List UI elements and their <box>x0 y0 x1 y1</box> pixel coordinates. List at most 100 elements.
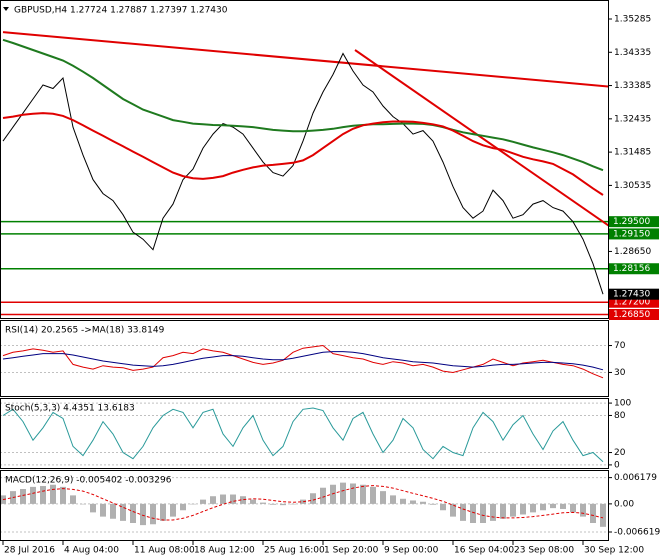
histogram-bar <box>380 491 386 504</box>
y-tick-label: 0 <box>614 460 620 470</box>
y-tick-label: -0.006619 <box>614 528 660 538</box>
trend-line <box>354 49 608 227</box>
histogram-bar <box>560 503 566 509</box>
y-tick-label: 1.32435 <box>614 114 651 124</box>
histogram-bar <box>30 486 36 504</box>
histogram-bar <box>180 503 186 511</box>
y-tick-label: 1.30535 <box>614 181 651 191</box>
histogram-bar <box>390 495 396 504</box>
histogram-bar <box>450 503 456 517</box>
y-tick-label: 1.35285 <box>614 14 651 24</box>
panel-frame <box>0 470 609 541</box>
level-label-box <box>609 308 659 320</box>
histogram-bar <box>250 499 256 504</box>
histogram-bar <box>290 503 296 505</box>
x-tick-label: 4 Aug 04:00 <box>64 546 119 556</box>
panel-frame <box>0 0 609 319</box>
plot-area <box>0 31 608 533</box>
series-line <box>2 38 604 172</box>
histogram-bar <box>220 494 226 504</box>
x-tick-label: 28 Jul 2016 <box>4 546 55 556</box>
histogram-bar <box>570 503 576 513</box>
histogram-bar <box>260 502 266 504</box>
level-label-box <box>609 228 659 240</box>
histogram-bar <box>160 503 166 521</box>
panel-title: MACD(12,26,9) -0.005402 -0.003296 <box>5 476 172 486</box>
histogram-bar <box>550 503 556 509</box>
histogram-bar <box>460 503 466 521</box>
x-tick-label: 11 Aug 08:00 <box>134 546 195 556</box>
level-label: 1.27200 <box>613 298 650 308</box>
y-tick-label: 0.006179 <box>614 473 657 483</box>
histogram-bar <box>400 498 406 504</box>
histogram-bar <box>580 503 586 517</box>
histogram-bar <box>530 503 536 513</box>
histogram-bar <box>120 503 126 521</box>
histogram-bar <box>40 486 46 504</box>
histogram-bar <box>440 503 446 511</box>
x-tick-label: 23 Sep 08:00 <box>514 546 574 556</box>
histogram-bar <box>20 489 26 504</box>
y-tick-label: 20 <box>614 448 626 458</box>
series-line <box>2 407 604 463</box>
histogram-bar <box>360 484 366 504</box>
histogram-bar <box>350 483 356 504</box>
series-line <box>2 351 604 371</box>
histogram-bar <box>410 500 416 504</box>
y-tick-label: 0.00 <box>614 499 634 509</box>
y-tick-label: 1.33385 <box>614 81 651 91</box>
histogram-bar <box>470 503 476 523</box>
x-tick-label: 9 Sep 00:00 <box>384 546 439 556</box>
histogram-bar <box>150 503 156 525</box>
level-label-box <box>609 263 659 275</box>
y-tick-label: 30 <box>614 368 626 378</box>
panel-title: Stoch(5,3,3) 4.4351 13.6183 <box>5 404 135 414</box>
histogram-bar <box>490 503 496 521</box>
histogram-bar <box>50 484 56 504</box>
y-tick-label: 80 <box>614 411 626 421</box>
histogram-bar <box>510 503 516 517</box>
histogram-bar <box>500 503 506 519</box>
histogram-bar <box>0 495 6 504</box>
histogram-bar <box>310 493 316 504</box>
level-label: 1.28156 <box>613 264 650 274</box>
level-label: 1.29500 <box>613 217 650 227</box>
x-tick-label: 30 Sep 12:00 <box>584 546 644 556</box>
last-price-label: 1.27430 <box>613 290 650 300</box>
y-tick-label: 70 <box>614 341 626 351</box>
panel-frame <box>0 398 609 469</box>
y-tick-label: 1.31485 <box>614 148 651 158</box>
y-tick-label: 1.28650 <box>614 247 651 257</box>
series-line <box>2 112 604 196</box>
histogram-bar <box>280 503 286 506</box>
histogram-bar <box>300 499 306 504</box>
dropdown-triangle <box>3 7 9 11</box>
histogram-bar <box>200 499 206 504</box>
series-line <box>2 52 604 295</box>
histogram-bar <box>240 496 246 504</box>
histogram-bar <box>190 503 196 505</box>
histogram-bar <box>600 503 606 527</box>
x-tick-label: 25 Aug 16:00 <box>264 546 325 556</box>
histogram-bar <box>230 494 236 504</box>
histogram-bar <box>430 503 436 505</box>
histogram-bar <box>270 503 276 505</box>
histogram-bar <box>370 486 376 504</box>
panel-title: RSI(14) 20.2565 ->MA(18) 33.8149 <box>5 326 165 336</box>
histogram-bar <box>170 503 176 517</box>
level-label-box <box>609 216 659 228</box>
histogram-bar <box>320 487 326 504</box>
series-line <box>2 344 604 379</box>
histogram-bar <box>60 486 66 504</box>
histogram-bar <box>210 496 216 504</box>
panel-title: GBPUSD,H4 1.27724 1.27887 1.27397 1.2743… <box>14 6 228 16</box>
series-line <box>2 485 604 521</box>
histogram-bar <box>590 503 596 523</box>
x-tick-label: 1 Sep 20:00 <box>324 546 379 556</box>
x-tick-label: 16 Sep 04:00 <box>454 546 514 556</box>
histogram-bar <box>140 503 146 526</box>
histogram-bar <box>100 503 106 517</box>
level-label-box <box>609 296 659 308</box>
panel-frame <box>0 320 609 397</box>
